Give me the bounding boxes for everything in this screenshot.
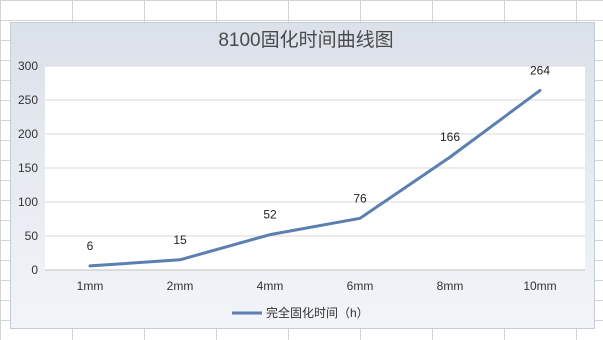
y-tick-label: 100 bbox=[18, 195, 38, 209]
gridlines bbox=[45, 65, 585, 271]
data-label: 52 bbox=[263, 208, 277, 222]
x-tick-label: 10mm bbox=[523, 279, 556, 293]
x-tick-label: 8mm bbox=[437, 279, 464, 293]
y-tick-label: 300 bbox=[18, 59, 38, 73]
data-label: 6 bbox=[87, 239, 94, 253]
series-line bbox=[88, 88, 542, 268]
x-tick-label: 6mm bbox=[347, 279, 374, 293]
legend-entry: 完全固化时间（h） bbox=[266, 305, 369, 320]
y-tick-label: 50 bbox=[25, 229, 39, 243]
y-tick-label: 150 bbox=[18, 161, 38, 175]
y-axis-tick-labels: 0 50 100 150 200 250 300 bbox=[18, 59, 38, 277]
x-axis-tick-labels: 1mm 2mm 4mm 6mm 8mm 10mm bbox=[77, 279, 557, 293]
y-tick-label: 200 bbox=[18, 127, 38, 141]
y-tick-label: 0 bbox=[31, 263, 38, 277]
x-tick-label: 4mm bbox=[257, 279, 284, 293]
y-tick-label: 250 bbox=[18, 93, 38, 107]
data-label: 166 bbox=[440, 130, 460, 144]
data-label: 76 bbox=[353, 191, 367, 205]
x-tick-label: 1mm bbox=[77, 279, 104, 293]
series-group: 6 15 52 76 166 264 bbox=[87, 63, 550, 268]
data-label: 264 bbox=[530, 63, 550, 77]
data-label: 15 bbox=[173, 233, 187, 247]
legend: 完全固化时间（h） bbox=[232, 305, 369, 320]
chart-title: 8100固化时间曲线图 bbox=[218, 29, 393, 51]
x-tick-label: 2mm bbox=[167, 279, 194, 293]
